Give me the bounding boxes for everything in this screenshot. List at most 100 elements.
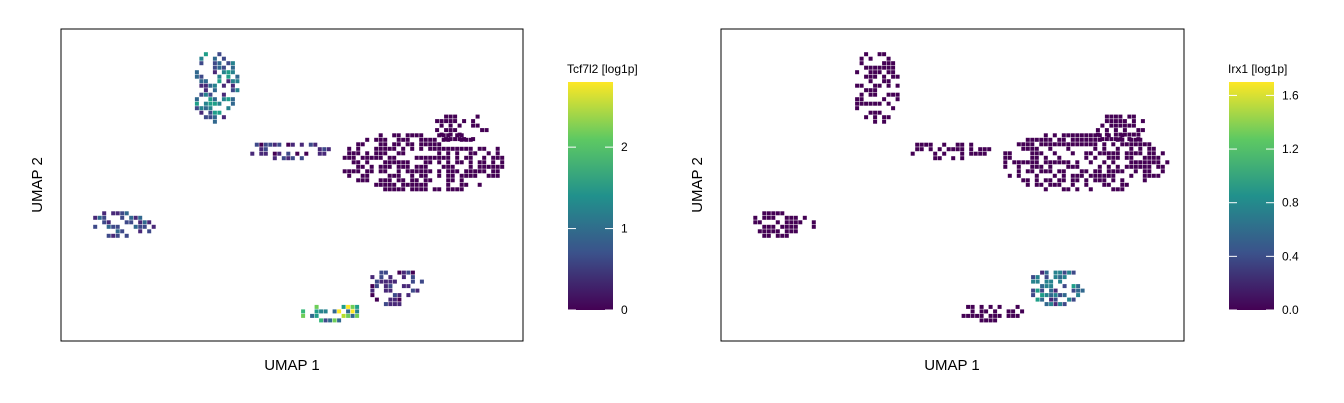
hex-cell (446, 169, 451, 174)
hex-cell (350, 309, 355, 314)
hex-cell (221, 56, 226, 61)
hex-cell (1104, 137, 1109, 142)
hex-cell (982, 151, 987, 156)
hex-cell (482, 155, 487, 160)
hex-cell (151, 224, 156, 229)
hex-cell (1136, 132, 1141, 137)
hex-cell (960, 151, 965, 156)
hex-cell (1076, 293, 1081, 298)
hex-cell (793, 224, 798, 229)
hex-cell (203, 115, 208, 120)
hex-cell (259, 147, 264, 152)
hex-cell (347, 146, 352, 151)
hex-cell (1070, 142, 1075, 147)
hex-cell (397, 293, 402, 298)
hex-cell (401, 182, 406, 187)
hex-cell (337, 309, 342, 314)
hex-cell (286, 151, 291, 156)
hex-cell (138, 215, 143, 220)
hex-cell (1160, 164, 1165, 169)
hex-cell (1048, 178, 1053, 183)
hex-cell (780, 211, 785, 216)
hex-cell (978, 147, 983, 152)
hex-cell (1127, 137, 1132, 142)
hex-cell (314, 309, 319, 314)
hex-cell (1048, 169, 1053, 174)
hex-cell (1106, 182, 1111, 187)
hex-cell (383, 302, 388, 307)
hex-cell (441, 164, 446, 169)
hex-cell (396, 187, 401, 192)
hex-cell (1084, 169, 1089, 174)
hex-cell (966, 304, 971, 309)
hex-cell (387, 160, 392, 165)
hex-cell (414, 187, 419, 192)
hex-cell (102, 211, 107, 216)
hex-cell (988, 304, 993, 309)
hex-cell (1030, 137, 1035, 142)
hex-cell (1061, 142, 1066, 147)
hex-cell (212, 101, 217, 106)
hex-cell (290, 142, 295, 147)
hex-cell (771, 215, 776, 220)
hex-cell (1140, 128, 1145, 133)
hex-cell (351, 160, 356, 165)
hex-cell (1044, 302, 1049, 307)
hex-cell (1075, 142, 1080, 147)
hex-cell (217, 79, 222, 84)
hex-cell (464, 155, 469, 160)
hex-cell (784, 233, 789, 238)
hex-cell (1131, 132, 1136, 137)
hex-cell (124, 211, 129, 216)
hex-cell (1151, 160, 1156, 165)
hex-cell (106, 220, 111, 225)
hex-cell (491, 169, 496, 174)
hex-cell (301, 309, 306, 314)
hex-cell (855, 70, 860, 75)
hex-cell (405, 169, 410, 174)
hex-cell (437, 187, 442, 192)
hex-cell (495, 173, 500, 178)
hex-cell (370, 288, 375, 293)
hex-cell (1133, 137, 1138, 142)
hex-cell (295, 151, 300, 156)
hex-cell (272, 142, 277, 147)
hex-cell (423, 155, 428, 160)
hex-cell (446, 164, 451, 169)
hex-cell (1097, 137, 1102, 142)
hex-cell (392, 173, 397, 178)
hex-cell (286, 156, 291, 161)
hex-cell (446, 178, 451, 183)
hex-cell (1003, 164, 1008, 169)
hex-cell (401, 270, 406, 275)
hex-cell (886, 65, 891, 70)
hex-cell (1104, 128, 1109, 133)
hex-cell (1079, 169, 1084, 174)
hex-cell (933, 156, 938, 161)
hex-cell (864, 65, 869, 70)
hex-cell (221, 83, 226, 88)
hex-cell (1048, 160, 1053, 165)
hex-cell (1127, 123, 1132, 128)
hex-cell (120, 229, 125, 234)
hex-cell (138, 229, 143, 234)
hex-cell (432, 146, 437, 151)
hex-cell (984, 318, 989, 323)
hex-cell (428, 169, 433, 174)
hex-cell (194, 106, 199, 111)
hex-cell (789, 224, 794, 229)
colorbar-title: Tcf7l2 [log1p] (567, 62, 638, 76)
hex-cell (1165, 160, 1170, 165)
hex-cell (124, 233, 129, 238)
hex-cell (464, 169, 469, 174)
hex-cell (1058, 293, 1063, 298)
hex-cell (448, 137, 453, 142)
hex-cell (937, 147, 942, 152)
hex-cell (410, 173, 415, 178)
hex-cell (1111, 173, 1116, 178)
hex-cell (365, 155, 370, 160)
colorbar (568, 82, 613, 310)
hex-cell (444, 114, 449, 119)
hex-cell (1129, 142, 1134, 147)
hex-cell (387, 182, 392, 187)
